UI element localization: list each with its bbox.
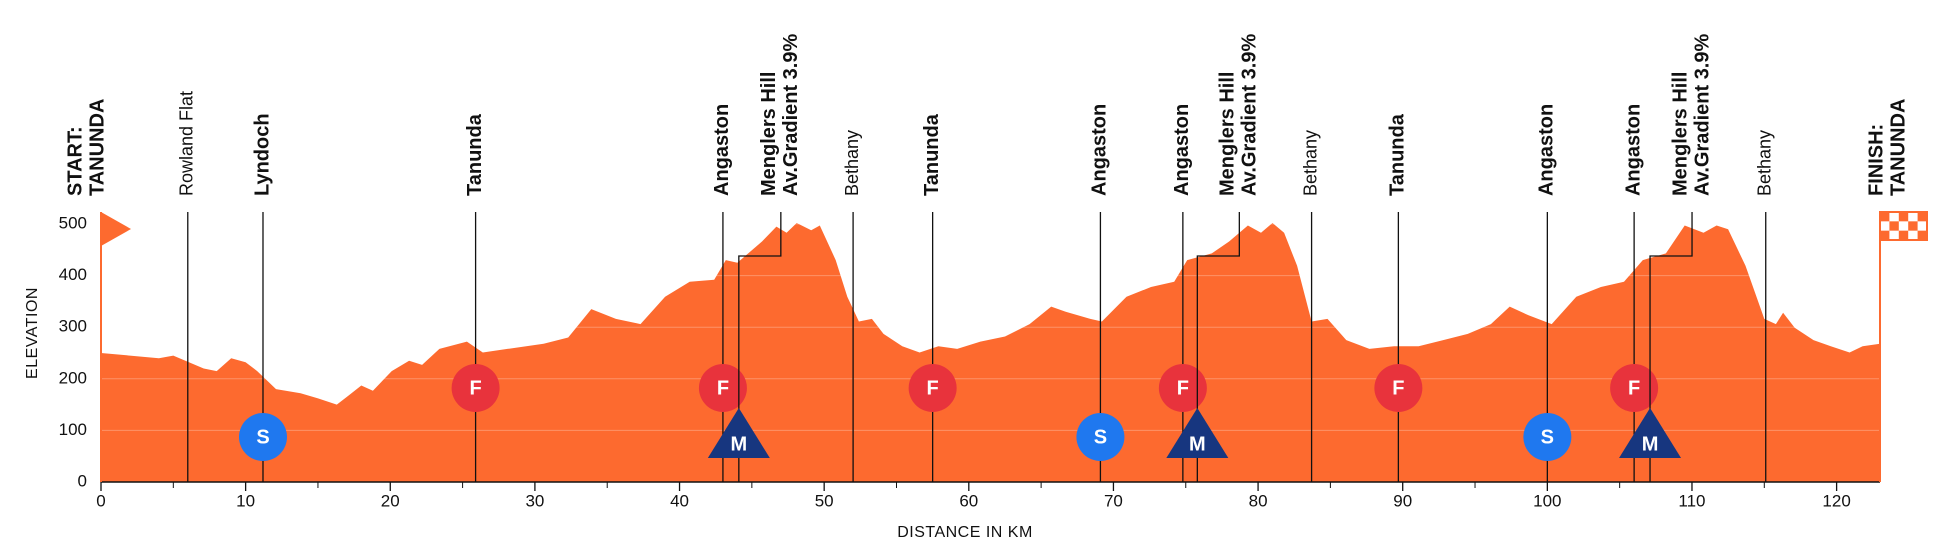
y-tick-label: 200 (59, 368, 87, 387)
waypoint-icon: M (1166, 408, 1229, 458)
icon-letter: S (1094, 426, 1107, 448)
feed-circle (698, 364, 747, 412)
flag-check (1908, 221, 1918, 231)
flag-check (1880, 212, 1890, 222)
flag-check (1917, 230, 1927, 240)
kom-triangle (1619, 408, 1682, 458)
feed-circle (908, 364, 957, 412)
waypoint-label: Menglers Hill (1217, 72, 1239, 196)
icon-letter: M (1642, 433, 1659, 455)
waypoint-icon: S (1076, 413, 1125, 461)
waypoint-label: Tanunda (1387, 113, 1409, 196)
waypoint-label: Av.Gradient 3.9% (1239, 34, 1261, 196)
waypoint-icon: F (1610, 364, 1659, 412)
flag-check (1917, 212, 1927, 222)
waypoint-line (1649, 212, 1693, 482)
x-tick-label: 120 (1822, 491, 1850, 510)
feed-circle (1610, 364, 1659, 412)
waypoint-icon: M (1619, 408, 1682, 458)
icon-letter: F (469, 377, 481, 399)
icon-letter: M (731, 433, 748, 455)
kom-triangle (707, 408, 770, 458)
waypoint-label: TANUNDA (1887, 99, 1909, 196)
x-tick-label: 10 (236, 491, 255, 510)
waypoint-label: Angaston (1171, 104, 1193, 196)
x-tick-label: 0 (96, 491, 105, 510)
waypoint-icon: F (451, 364, 500, 412)
waypoint-label: FINISH: (1865, 124, 1887, 196)
x-tick-label: 50 (815, 491, 834, 510)
x-tick-label: 30 (525, 491, 544, 510)
waypoint-icon: F (1158, 364, 1207, 412)
waypoint-label: Tanunda (464, 113, 486, 196)
sprint-circle (238, 413, 287, 461)
x-axis-title: DISTANCE IN KM (897, 524, 1033, 541)
y-axis-title: ELEVATION (24, 287, 41, 379)
waypoint-label: Rowland Flat (177, 91, 197, 196)
waypoint-label: Angaston (1089, 104, 1111, 196)
y-tick-label: 500 (59, 213, 87, 232)
elevation-area (101, 223, 1880, 482)
waypoint-icon: S (1523, 413, 1572, 461)
icon-letter: F (1628, 377, 1640, 399)
feed-circle (1374, 364, 1423, 412)
icon-letter: S (256, 426, 269, 448)
flag-check (1880, 230, 1890, 240)
waypoint-label: Angaston (1622, 104, 1644, 196)
x-tick-label: 100 (1533, 491, 1561, 510)
flag-check (1898, 212, 1909, 222)
x-tick-label: 40 (670, 491, 689, 510)
x-tick-label: 80 (1249, 491, 1268, 510)
icon-letter: M (1189, 433, 1206, 455)
x-tick-label: 110 (1678, 491, 1705, 510)
icon-letter: F (1177, 377, 1189, 399)
sprint-circle (1523, 413, 1572, 461)
flag-check (1889, 221, 1899, 231)
y-tick-label: 0 (78, 471, 87, 490)
waypoint-icon: F (698, 364, 747, 412)
waypoint-label: Bethany (842, 130, 862, 196)
waypoint-label: Angaston (711, 104, 733, 196)
waypoint-label: TANUNDA (86, 99, 108, 196)
start-flag (101, 212, 131, 246)
waypoint-line (738, 212, 782, 482)
kom-triangle (1166, 408, 1229, 458)
waypoint-label: Menglers Hill (758, 72, 780, 196)
icon-letter: F (1392, 377, 1404, 399)
icon-letter: S (1541, 426, 1554, 448)
waypoint-label: Tanunda (921, 113, 943, 196)
waypoint-icon: F (1374, 364, 1423, 412)
waypoint-label: Menglers Hill (1669, 72, 1691, 196)
waypoint-label: START: (64, 126, 86, 196)
y-tick-label: 100 (59, 420, 87, 439)
waypoint-icon: S (238, 413, 287, 461)
y-tick-label: 400 (59, 265, 87, 284)
waypoint-icon: F (908, 364, 957, 412)
flag-check (1898, 230, 1909, 240)
waypoint-label: Bethany (1754, 130, 1774, 196)
icon-letter: F (717, 377, 729, 399)
waypoint-line (1196, 212, 1240, 482)
finish-flag (1879, 211, 1928, 241)
x-tick-label: 70 (1104, 491, 1123, 510)
feed-circle (451, 364, 500, 412)
waypoint-label: Av.Gradient 3.9% (780, 34, 802, 196)
feed-circle (1158, 364, 1207, 412)
waypoint-label: Bethany (1300, 130, 1320, 196)
x-tick-label: 60 (959, 491, 978, 510)
x-tick-label: 90 (1393, 491, 1412, 510)
y-tick-label: 300 (59, 317, 87, 336)
waypoint-label: Av.Gradient 3.9% (1691, 34, 1713, 196)
icon-letter: F (927, 377, 939, 399)
waypoint-label: Lyndoch (251, 113, 273, 196)
waypoint-icon: M (707, 408, 770, 458)
x-tick-label: 20 (381, 491, 400, 510)
waypoint-label: Angaston (1536, 104, 1558, 196)
sprint-circle (1076, 413, 1125, 461)
